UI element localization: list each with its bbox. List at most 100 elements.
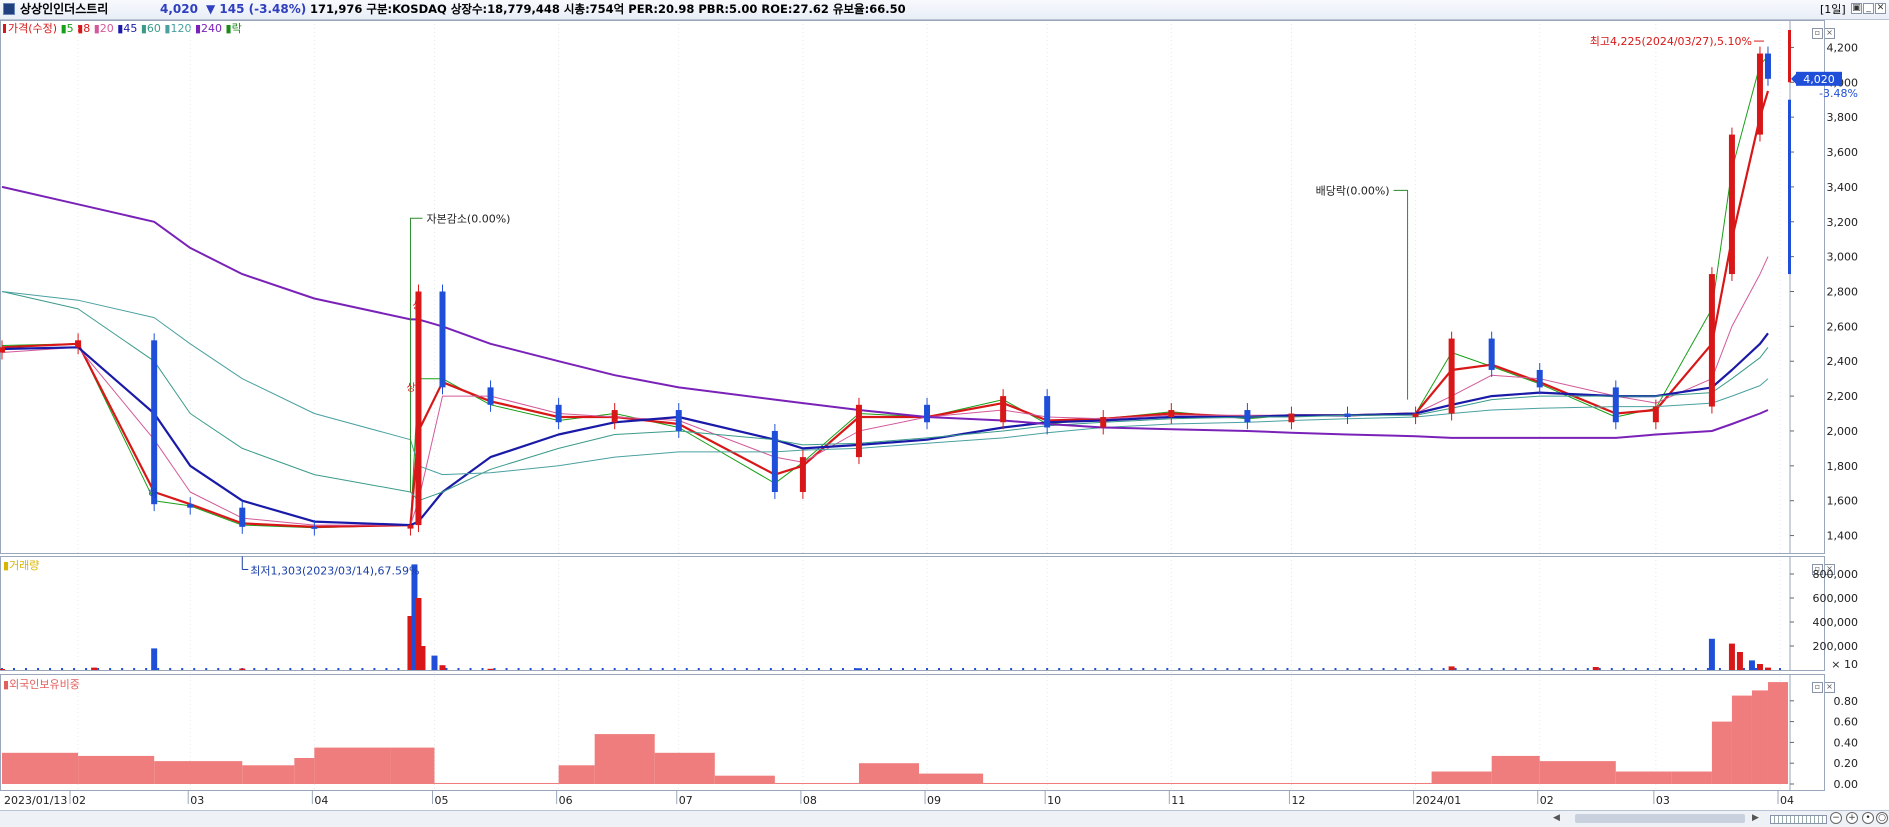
candle-body[interactable] [0,347,5,353]
foreign-ownership-bar[interactable] [558,765,595,784]
volume-bar[interactable] [411,564,418,670]
volume-bar[interactable] [855,668,862,670]
candle-body[interactable] [1764,53,1771,79]
horizontal-scrollbar[interactable]: ◀ ▶ − + • ○ [0,810,1889,827]
candle-body[interactable] [311,526,318,529]
candle-body[interactable] [1536,369,1543,388]
candle-body[interactable] [187,504,194,508]
foreign-ownership-bar[interactable] [1671,771,1712,784]
minimize-icon[interactable]: _ [1863,3,1874,14]
zoom-reset-icon[interactable]: ○ [1876,812,1888,824]
legend-item[interactable]: ▮240 [194,22,223,35]
candle-body[interactable] [799,457,806,492]
foreign-ownership-bar[interactable] [1347,782,1432,784]
foreign-ownership-bar[interactable] [1711,721,1732,784]
scroll-left-icon[interactable]: ◀ [1553,813,1560,823]
candle-body[interactable] [1100,417,1107,428]
volume-bar[interactable] [439,665,446,670]
zoom-fit-icon[interactable]: • [1862,812,1874,824]
volume-bar[interactable] [487,668,494,670]
legend-item[interactable]: ▮락 [225,22,242,35]
candle-body[interactable] [239,507,246,527]
legend-item[interactable]: ▮5 [60,22,74,35]
zoom-out-icon[interactable]: − [1830,812,1842,824]
foreign-ownership-bar[interactable] [1539,761,1616,784]
foreign-ownership-bar[interactable] [919,773,984,784]
scroll-thumb[interactable] [1575,814,1745,823]
candle-body[interactable] [675,410,682,431]
volume-bar[interactable] [1736,652,1743,670]
foreign-ownership-bar[interactable] [434,782,511,784]
candle-body[interactable] [1652,406,1659,423]
foreign-ownership-bar[interactable] [154,761,243,784]
volume-bar[interactable] [91,667,98,670]
volume-bar[interactable] [1448,666,1455,670]
foreign-ownership-bar[interactable] [1431,771,1492,784]
candle-body[interactable] [1708,274,1715,407]
foreign-ownership-bar[interactable] [78,755,155,784]
candle-body[interactable] [75,340,82,348]
foreign-ownership-bar[interactable] [242,765,295,784]
candle-body[interactable] [487,387,494,405]
candle-body[interactable] [1448,338,1455,414]
volume-bar[interactable] [1756,664,1763,670]
candle-body[interactable] [855,404,862,458]
volume-bar[interactable] [1592,667,1599,670]
pane-maximize-icon[interactable]: ▫ [1812,28,1823,39]
stock-name[interactable]: 상상인인더스트리 [20,2,109,16]
volume-bar[interactable] [415,598,422,670]
foreign-ownership-bar[interactable] [818,782,859,784]
candle-body[interactable] [1168,410,1175,418]
foreign-ownership-bar[interactable] [983,782,1348,784]
volume-bar[interactable] [151,648,158,670]
candle-body[interactable] [439,291,446,388]
legend-item[interactable]: 가격(수정) [3,22,57,35]
candle-body[interactable] [611,410,618,423]
legend-item[interactable]: ▮60 [140,22,161,35]
candle-body[interactable] [1488,338,1495,370]
legend-item[interactable]: ▮45 [117,22,138,35]
volume-bar[interactable] [0,669,5,670]
candle-body[interactable] [1756,53,1763,135]
volume-bar[interactable] [419,646,426,670]
candle-body[interactable] [151,340,158,505]
volume-bar[interactable] [1764,667,1771,670]
foreign-ownership-bar[interactable] [1491,755,1540,784]
close-icon[interactable]: ✕ [1875,3,1886,14]
zoom-in-icon[interactable]: + [1846,812,1858,824]
chart-canvas[interactable]: 4,2004,0003,8003,6003,4003,2003,0002,800… [0,20,1889,810]
candle-body[interactable] [1728,134,1735,275]
foreign-ownership-bar[interactable] [2,752,79,784]
volume-bar[interactable] [239,668,246,670]
foreign-ownership-bar[interactable] [1615,771,1672,784]
volume-bar[interactable] [1728,643,1735,670]
foreign-ownership-bar[interactable] [774,782,819,784]
foreign-ownership-bar[interactable] [390,747,435,784]
zoom-slider[interactable] [1770,815,1827,824]
volume-bar[interactable] [1708,638,1715,670]
pane-maximize-icon[interactable]: ▫ [1812,682,1823,693]
foreign-ownership-bar[interactable] [1731,695,1752,784]
legend-item[interactable]: ▮8 [77,22,91,35]
foreign-ownership-bar[interactable] [714,775,775,784]
candle-body[interactable] [1344,413,1351,418]
foreign-ownership-bar[interactable] [314,747,391,784]
volume-bar[interactable] [431,655,438,670]
volume-legend[interactable]: ▮거래량 [3,559,40,572]
candle-body[interactable] [1412,413,1419,418]
candle-body[interactable] [407,525,414,529]
candle-body[interactable] [1044,396,1051,428]
candle-body[interactable] [555,404,562,423]
period-selector[interactable]: [1일] [1820,3,1846,16]
volume-bar[interactable] [1748,660,1755,670]
foreign-ownership-bar[interactable] [510,782,559,784]
foreign-ownership-bar[interactable] [1751,690,1768,784]
legend-item[interactable]: ▮120 [164,22,192,35]
pane-maximize-icon[interactable]: ▫ [1812,564,1823,575]
foreign-legend[interactable]: ▮외국인보유비중 [3,678,80,691]
scroll-right-icon[interactable]: ▶ [1752,813,1759,823]
candle-body[interactable] [1244,410,1251,423]
candle-body[interactable] [1612,387,1619,423]
candle-body[interactable] [924,404,931,423]
foreign-ownership-bar[interactable] [654,752,715,784]
